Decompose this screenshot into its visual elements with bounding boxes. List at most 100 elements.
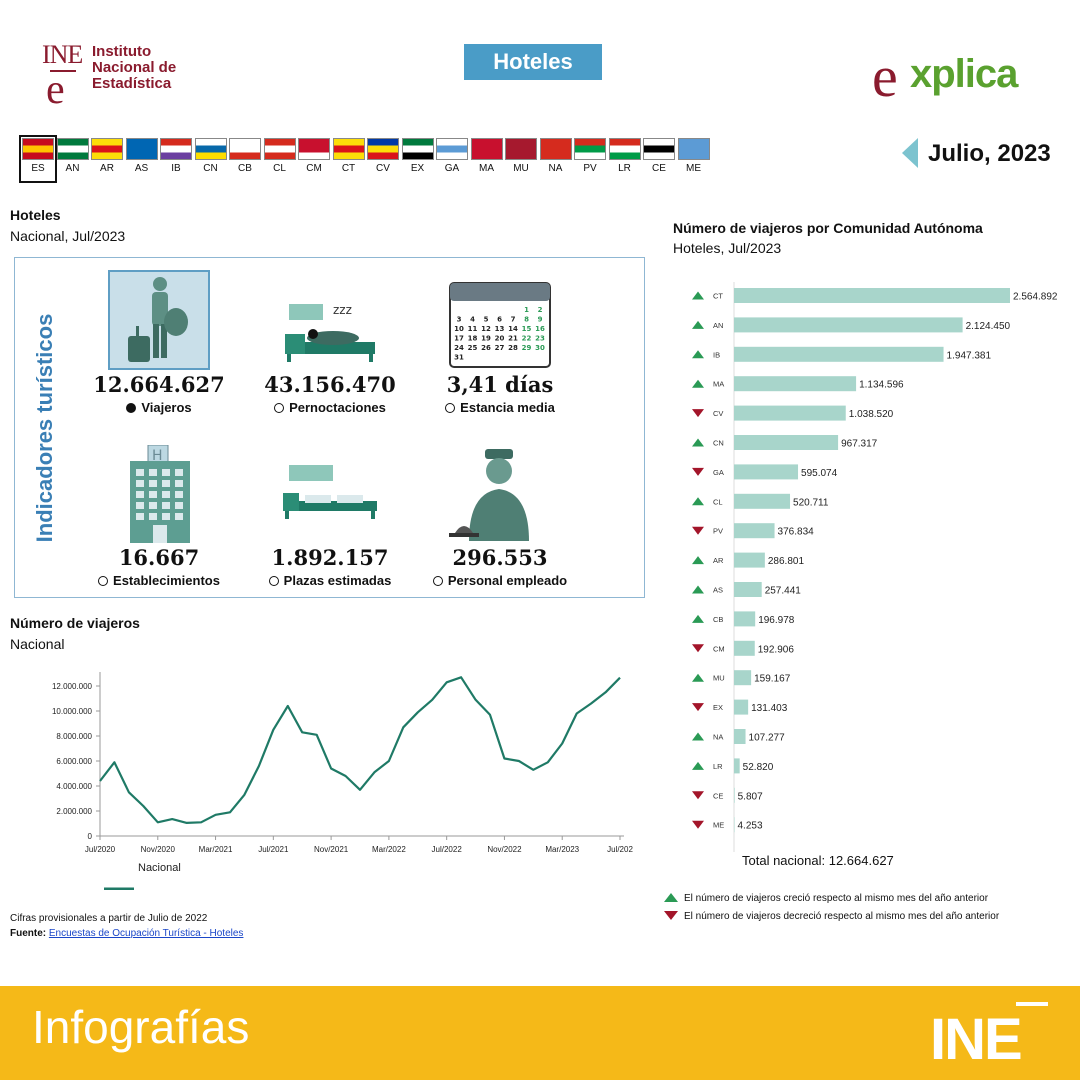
viajeros-radio[interactable] bbox=[126, 403, 137, 413]
bar-me[interactable] bbox=[734, 817, 735, 833]
flag-code: CV bbox=[376, 163, 390, 174]
flag-ma[interactable]: MA bbox=[470, 138, 503, 180]
bar-cb[interactable] bbox=[734, 611, 756, 627]
calendar-day: 22 bbox=[522, 335, 532, 343]
beds-icon bbox=[283, 465, 377, 519]
region-label: CB bbox=[713, 615, 723, 624]
previous-period-arrow-icon[interactable] bbox=[902, 138, 918, 168]
indicator-establecimientos-label[interactable]: Establecimientos bbox=[64, 573, 254, 588]
x-tick-label: Jul/2022 bbox=[432, 845, 463, 854]
flag-na[interactable]: NA bbox=[539, 138, 572, 180]
building-window bbox=[175, 513, 183, 520]
calendar-day: 23 bbox=[535, 335, 545, 343]
calendar-day: 26 bbox=[481, 344, 491, 352]
bar-ga[interactable] bbox=[734, 464, 799, 480]
building-window bbox=[149, 469, 157, 476]
period-label: Julio, 2023 bbox=[928, 140, 1051, 167]
bar-mu[interactable] bbox=[734, 670, 752, 686]
region-label: MU bbox=[713, 674, 725, 683]
personal-empleado-radio[interactable] bbox=[432, 576, 443, 586]
bar-cm[interactable] bbox=[734, 640, 755, 656]
bar-ct[interactable] bbox=[734, 288, 1010, 303]
flag-ib[interactable]: IB bbox=[160, 138, 192, 180]
flag-code: CN bbox=[203, 163, 218, 174]
travelers-by-region-bar-chart: CT 2.564.892 AN 2.124.450 IB 1.947.381 MA 1.134… bbox=[692, 282, 1058, 852]
bar-value-label: 967.317 bbox=[841, 439, 878, 450]
bar-value-label: 4.253 bbox=[738, 821, 763, 832]
line-legend-label: Nacional bbox=[138, 862, 181, 874]
calendar-day: 16 bbox=[535, 325, 545, 333]
indicator-viajeros-label[interactable]: Viajeros bbox=[64, 400, 254, 415]
legend-down: El número de viajeros decreció respecto … bbox=[664, 911, 999, 922]
flag-cb[interactable]: CB bbox=[229, 138, 261, 180]
x-tick-label: Mar/2021 bbox=[199, 845, 233, 854]
flag-ex[interactable]: EX bbox=[401, 138, 434, 180]
indicator-viajeros[interactable]: 12.664.627 Viajeros bbox=[64, 268, 254, 423]
footer-ine-logo: INE bbox=[930, 998, 1060, 1072]
flag-an[interactable]: AN bbox=[56, 138, 89, 180]
indicator-plazas-estimadas[interactable]: 1.892.157 Plazas estimadas bbox=[235, 443, 425, 593]
flag-cn[interactable]: CN bbox=[194, 138, 227, 180]
bar-ma[interactable] bbox=[734, 376, 857, 392]
bar-ar[interactable] bbox=[734, 552, 765, 568]
bar-chart-title: Número de viajeros por Comunidad Autónom… bbox=[673, 220, 983, 236]
bar-ib[interactable] bbox=[734, 346, 944, 362]
hotel-building-icon: H bbox=[130, 445, 190, 543]
region-label: IB bbox=[713, 350, 720, 359]
flag-mu[interactable]: MU bbox=[505, 138, 537, 180]
flag-me[interactable]: ME bbox=[677, 138, 710, 180]
bar-cv[interactable] bbox=[734, 405, 846, 421]
y-tick-label: 6.000.000 bbox=[56, 757, 92, 766]
bar-ce[interactable] bbox=[734, 787, 735, 803]
flag-ct-icon bbox=[332, 138, 365, 160]
establecimientos-radio[interactable] bbox=[98, 576, 109, 586]
pernoctaciones-radio[interactable] bbox=[274, 403, 285, 413]
bar-na[interactable] bbox=[734, 729, 746, 744]
flag-lr[interactable]: LR bbox=[608, 138, 641, 180]
bar-ex[interactable] bbox=[734, 699, 749, 715]
flag-ga[interactable]: GA bbox=[436, 138, 468, 180]
indicator-pernoctaciones[interactable]: zzz 43.156.470 Pernoctaciones bbox=[235, 268, 425, 423]
flag-code: MA bbox=[479, 163, 494, 174]
bar-lr[interactable] bbox=[734, 758, 740, 774]
flag-code: LR bbox=[618, 163, 631, 174]
flag-ar[interactable]: AR bbox=[91, 138, 123, 180]
indicator-viajeros-value: 12.664.627 bbox=[93, 372, 225, 397]
source-link[interactable]: Encuestas de Ocupación Turística - Hotel… bbox=[48, 928, 244, 939]
flag-cm[interactable]: CM bbox=[298, 138, 330, 180]
flag-pv[interactable]: PV bbox=[574, 138, 606, 180]
plazas-estimadas-radio[interactable] bbox=[268, 576, 279, 586]
indicator-estancia-media-label[interactable]: Estancia media bbox=[405, 400, 595, 415]
bar-cl[interactable] bbox=[734, 493, 791, 509]
flag-ct[interactable]: CT bbox=[332, 138, 365, 180]
indicator-establecimientos-label-text: Establecimientos bbox=[113, 573, 220, 588]
bar-as[interactable] bbox=[734, 582, 762, 597]
bar-an[interactable] bbox=[734, 317, 963, 333]
indicator-establecimientos[interactable]: H 16.667 Establecimientos bbox=[64, 443, 254, 593]
national-total: Total nacional: 12.664.627 bbox=[742, 853, 894, 868]
estancia-media-radio[interactable] bbox=[445, 403, 456, 413]
indicator-estancia-media[interactable]: 1 2 3 4 5 6 7 8 9 10 11 12 13 14 15 16 17 18 19 20 21 22 23 24 2… bbox=[405, 268, 595, 423]
x-tick-label: Jul/2021 bbox=[258, 845, 289, 854]
flag-as[interactable]: AS bbox=[125, 138, 158, 180]
svg-text:H: H bbox=[152, 448, 163, 464]
building-window bbox=[162, 491, 170, 498]
flag-code: CE bbox=[652, 163, 666, 174]
footer-banner: Infografías INE bbox=[0, 986, 1080, 1080]
flag-cl[interactable]: CL bbox=[263, 138, 296, 180]
flag-ce[interactable]: CE bbox=[643, 138, 675, 180]
line-chart-title: Número de viajeros bbox=[10, 615, 140, 631]
indicator-personal-empleado[interactable]: 296.553 Personal empleado bbox=[405, 443, 595, 593]
indicator-pernoctaciones-label[interactable]: Pernoctaciones bbox=[235, 400, 425, 415]
flag-cm-icon bbox=[298, 138, 330, 160]
indicator-plazas-estimadas-label[interactable]: Plazas estimadas bbox=[235, 573, 425, 588]
flag-cv[interactable]: CV bbox=[367, 138, 399, 180]
bar-value-label: 1.038.520 bbox=[849, 409, 894, 420]
series-line-nacional bbox=[99, 676, 621, 824]
flag-es[interactable]: ES bbox=[19, 135, 57, 183]
building-window bbox=[136, 491, 144, 498]
indicator-personal-empleado-label[interactable]: Personal empleado bbox=[405, 573, 595, 588]
bar-cn[interactable] bbox=[734, 435, 839, 450]
line-chart-subtitle: Nacional bbox=[10, 636, 65, 652]
bar-pv[interactable] bbox=[734, 523, 775, 539]
